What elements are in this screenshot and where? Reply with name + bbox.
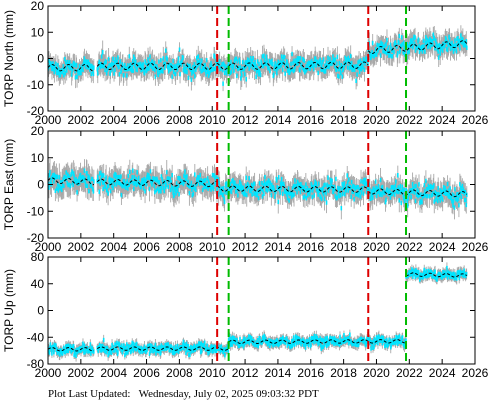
data-point-segment-3 — [227, 332, 407, 351]
model-fit-segment-1 — [48, 347, 95, 352]
model-fit-segment-1 — [48, 177, 95, 186]
x-tick-label: 2014 — [265, 240, 292, 254]
y-tick-label: 0 — [37, 178, 44, 192]
panel-3: 2000 2002 2004 2006 2008 2010 2012 2014 2016 2018… — [2, 250, 489, 380]
x-tick-label: 2002 — [67, 240, 94, 254]
x-tick-label: 2000 — [35, 113, 62, 127]
y-tick-label: 20 — [31, 0, 45, 13]
panel-2: 2000 2002 2004 2006 2008 2010 2012 2014 2016 2018… — [2, 124, 489, 254]
x-tick-label: 2000 — [35, 366, 62, 380]
y-tick-label: 10 — [31, 25, 45, 39]
x-tick-label: 2012 — [232, 366, 259, 380]
y-tick-label: -10 — [27, 204, 45, 218]
panel-1: 2000 2002 2004 2006 2008 2010 2012 2014 2016 2018… — [2, 0, 489, 127]
y-tick-label: -80 — [27, 357, 45, 371]
model-fit-segment-3 — [228, 339, 407, 345]
x-tick-label: 2002 — [67, 366, 94, 380]
x-tick-label: 2002 — [67, 113, 94, 127]
x-tick-label: 2014 — [265, 113, 292, 127]
y-axis-label: TORP North (mm) — [2, 10, 16, 107]
y-axis-label: TORP East (mm) — [2, 139, 16, 231]
x-tick-label: 2010 — [199, 113, 226, 127]
last-updated-timestamp: Wednesday, July 02, 2025 09:03:32 PDT — [138, 388, 319, 400]
x-tick-label: 2006 — [133, 240, 160, 254]
x-tick-label: 2024 — [429, 240, 456, 254]
x-tick-label: 2010 — [199, 366, 226, 380]
x-tick-label: 2004 — [100, 366, 127, 380]
x-tick-label: 2022 — [396, 366, 423, 380]
x-tick-label: 2010 — [199, 240, 226, 254]
model-fit-segment-4 — [367, 40, 468, 54]
x-tick-label: 2000 — [35, 240, 62, 254]
y-tick-label: 20 — [31, 124, 45, 138]
data-layer — [48, 159, 468, 220]
data-layer — [48, 25, 468, 92]
y-tick-label: 0 — [37, 52, 44, 66]
y-tick-label: 80 — [31, 250, 45, 264]
x-tick-label: 2026 — [462, 240, 489, 254]
x-tick-label: 2004 — [100, 240, 127, 254]
x-tick-label: 2024 — [429, 113, 456, 127]
x-tick-label: 2022 — [396, 240, 423, 254]
data-point-segment-2 — [96, 168, 218, 199]
y-axis-label: TORP Up (mm) — [2, 269, 16, 352]
y-tick-label: -10 — [27, 78, 45, 92]
x-tick-label: 2024 — [429, 366, 456, 380]
y-tick-label: 0 — [37, 304, 44, 318]
x-tick-label: 2026 — [462, 366, 489, 380]
plot-footer: Plot Last Updated: Wednesday, July 02, 2… — [48, 388, 319, 400]
x-tick-label: 2008 — [166, 113, 193, 127]
x-tick-label: 2012 — [232, 113, 259, 127]
model-fit-segment-2 — [97, 346, 229, 351]
x-tick-label: 2018 — [330, 113, 357, 127]
x-tick-label: 2022 — [396, 113, 423, 127]
x-tick-label: 2020 — [363, 113, 390, 127]
error-bars — [48, 25, 468, 92]
x-tick-label: 2008 — [166, 240, 193, 254]
data-point-segment-4 — [367, 173, 468, 210]
y-tick-label: 40 — [31, 277, 45, 291]
data-points — [48, 265, 468, 359]
x-tick-label: 2020 — [363, 366, 390, 380]
last-updated-label: Plot Last Updated: — [48, 388, 131, 400]
data-layer — [48, 262, 468, 362]
x-tick-label: 2018 — [330, 240, 357, 254]
model-fit-segment-4 — [367, 188, 468, 198]
x-tick-label: 2016 — [297, 240, 324, 254]
x-tick-label: 2020 — [363, 240, 390, 254]
x-tick-label: 2016 — [297, 113, 324, 127]
model-fit — [48, 40, 468, 72]
y-tick-label: 10 — [31, 151, 45, 165]
x-tick-label: 2018 — [330, 366, 357, 380]
y-tick-label: -20 — [27, 104, 45, 118]
x-tick-label: 2026 — [462, 113, 489, 127]
x-tick-label: 2008 — [166, 366, 193, 380]
y-tick-label: -20 — [27, 231, 45, 245]
model-fit — [48, 177, 468, 198]
model-fit-segment-3 — [216, 61, 369, 70]
model-fit-segment-2 — [96, 62, 218, 71]
data-point-segment-1 — [48, 168, 95, 195]
model-fit-segment-2 — [96, 178, 218, 188]
model-fit-segment-4 — [405, 272, 468, 278]
x-tick-label: 2004 — [100, 113, 127, 127]
x-tick-label: 2014 — [265, 366, 292, 380]
x-tick-label: 2006 — [133, 366, 160, 380]
model-fit-segment-3 — [216, 185, 369, 193]
x-tick-label: 2012 — [232, 240, 259, 254]
x-tick-label: 2016 — [297, 366, 324, 380]
y-tick-label: -40 — [27, 330, 45, 344]
x-tick-label: 2006 — [133, 113, 160, 127]
model-fit — [48, 272, 468, 352]
